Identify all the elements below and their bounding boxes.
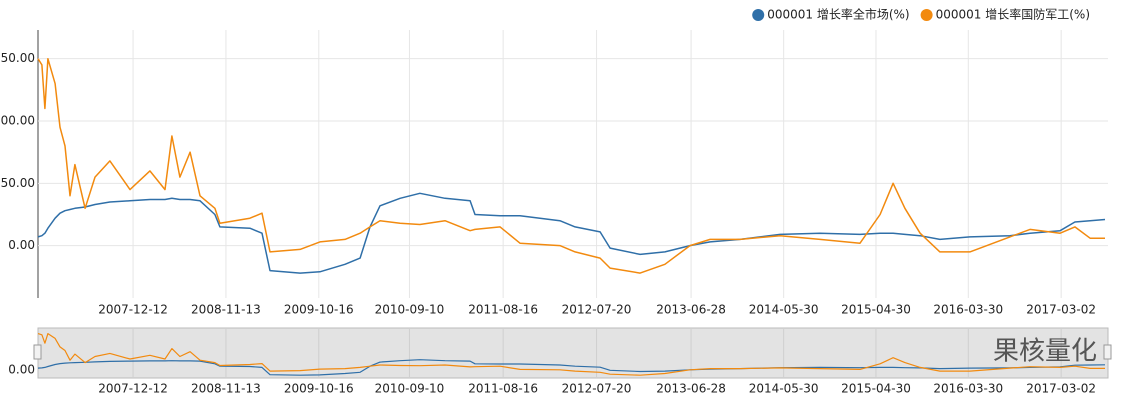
x-tick-label: 2016-03-30: [933, 303, 1003, 317]
legend-label: 000001 增长率国防军工(%): [936, 7, 1090, 22]
navigator-x-tick-label: 2007-12-12: [98, 382, 168, 396]
series-line: [37, 192, 1106, 274]
navigator-x-tick-label: 2017-03-02: [1026, 382, 1096, 396]
navigator-x-tick-label: 2014-05-30: [749, 382, 819, 396]
navigator-x-tick-label: 2009-10-16: [284, 382, 354, 396]
x-tick-label: 2014-05-30: [749, 303, 819, 317]
x-tick-label: 2011-08-16: [468, 303, 538, 317]
navigator-x-tick-label: 2011-08-16: [468, 382, 538, 396]
y-tick-label: 150.00: [0, 51, 35, 65]
navigator-line: [37, 359, 1106, 376]
watermark: 果核量化: [993, 337, 1097, 367]
x-tick-label: 2015-04-30: [841, 303, 911, 317]
x-tick-label: 2012-07-20: [562, 303, 632, 317]
navigator-x-tick-label: 2016-03-30: [933, 382, 1003, 396]
y-tick-label: 50.00: [1, 176, 35, 190]
navigator-x-tick-label: 2013-06-28: [656, 382, 726, 396]
legend-label: 000001 增长率全市场(%): [767, 7, 909, 22]
y-tick-label: 0.00: [8, 238, 35, 252]
navigator-x-tick-label: 2015-04-30: [841, 382, 911, 396]
x-tick-label: 2010-09-10: [375, 303, 445, 317]
y-tick-label: 100.00: [0, 113, 35, 127]
x-tick-label: 2013-06-28: [656, 303, 726, 317]
navigator-x-tick-label: 2008-11-13: [191, 382, 261, 396]
navigator-handle: [33, 344, 42, 360]
navigator-line: [37, 333, 1105, 376]
x-tick-label: 2007-12-12: [98, 303, 168, 317]
navigator-y-tick-label: 0.00: [8, 362, 35, 376]
navigator-x-tick-label: 2012-07-20: [562, 382, 632, 396]
navigator-handle: [1103, 344, 1112, 360]
navigator-x-tick-label: 2010-09-10: [375, 382, 445, 396]
x-tick-label: 2017-03-02: [1026, 303, 1096, 317]
series-line: [37, 57, 1105, 274]
x-tick-label: 2008-11-13: [191, 303, 261, 317]
legend-marker: [752, 9, 765, 21]
legend-marker: [920, 9, 933, 21]
x-tick-label: 2009-10-16: [284, 303, 354, 317]
